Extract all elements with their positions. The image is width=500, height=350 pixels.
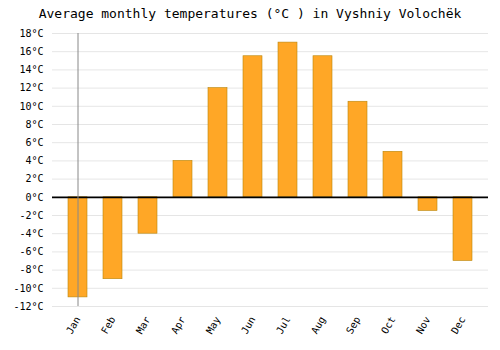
- svg-text:Sep: Sep: [344, 315, 363, 336]
- svg-text:10°C: 10°C: [19, 101, 43, 112]
- svg-text:May: May: [204, 315, 223, 336]
- svg-text:Jun: Jun: [239, 315, 258, 336]
- svg-text:16°C: 16°C: [19, 46, 43, 57]
- svg-text:8°C: 8°C: [25, 119, 43, 130]
- svg-text:-2°C: -2°C: [19, 210, 43, 221]
- svg-text:12°C: 12°C: [19, 82, 43, 93]
- svg-text:4°C: 4°C: [25, 155, 43, 166]
- svg-text:14°C: 14°C: [19, 64, 43, 75]
- svg-text:2°C: 2°C: [25, 173, 43, 184]
- svg-text:Mar: Mar: [134, 315, 153, 336]
- svg-text:-10°C: -10°C: [13, 283, 43, 294]
- svg-text:Jul: Jul: [274, 315, 293, 336]
- svg-text:Jan: Jan: [64, 315, 83, 336]
- svg-text:Aug: Aug: [309, 315, 328, 336]
- svg-text:-12°C: -12°C: [13, 301, 43, 312]
- svg-text:-6°C: -6°C: [19, 246, 43, 257]
- svg-text:Feb: Feb: [99, 315, 118, 336]
- svg-text:-8°C: -8°C: [19, 264, 43, 275]
- svg-text:Oct: Oct: [379, 315, 398, 336]
- svg-text:Nov: Nov: [414, 315, 433, 336]
- svg-text:6°C: 6°C: [25, 137, 43, 148]
- svg-text:-4°C: -4°C: [19, 228, 43, 239]
- svg-text:Apr: Apr: [169, 315, 188, 336]
- svg-text:0°C: 0°C: [25, 192, 43, 203]
- html-text:Average monthly temperatures (: Average monthly temperatures (°C ) in Vy…: [38, 6, 462, 21]
- svg-text:Dec: Dec: [449, 315, 468, 336]
- svg-text:18°C: 18°C: [19, 28, 43, 39]
